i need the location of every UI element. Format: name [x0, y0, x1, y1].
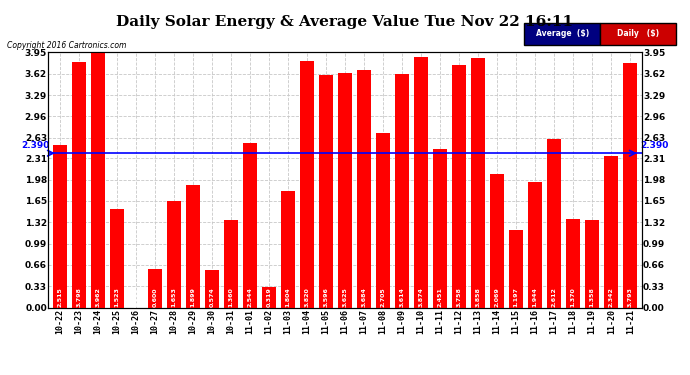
Text: 0.574: 0.574 [209, 287, 215, 307]
Text: 2.705: 2.705 [381, 287, 386, 307]
Bar [300, 61, 314, 308]
Bar [90, 52, 105, 308]
Bar [148, 269, 162, 308]
Bar [262, 287, 276, 308]
Text: 1.197: 1.197 [513, 287, 519, 307]
Bar [471, 58, 485, 308]
Text: 3.596: 3.596 [324, 287, 328, 307]
Text: 3.874: 3.874 [419, 287, 424, 307]
Text: 1.944: 1.944 [533, 287, 538, 307]
Text: 1.653: 1.653 [171, 287, 177, 307]
Text: 3.858: 3.858 [475, 287, 481, 307]
Text: 2.069: 2.069 [495, 287, 500, 307]
Bar [167, 201, 181, 308]
Bar [509, 230, 523, 308]
Bar [186, 185, 200, 308]
Text: 2.612: 2.612 [552, 287, 557, 307]
Bar [72, 62, 86, 308]
Bar [205, 270, 219, 308]
Bar [376, 133, 390, 308]
Text: Daily Solar Energy & Average Value Tue Nov 22 16:11: Daily Solar Energy & Average Value Tue N… [117, 15, 573, 29]
Text: 1.358: 1.358 [590, 287, 595, 307]
Text: 1.899: 1.899 [190, 287, 195, 307]
Bar [338, 74, 352, 308]
Bar [319, 75, 333, 308]
Text: 3.625: 3.625 [342, 287, 348, 307]
Text: 3.820: 3.820 [304, 287, 309, 307]
Bar [243, 143, 257, 308]
Bar [604, 156, 618, 308]
Text: 1.370: 1.370 [571, 287, 575, 307]
Text: 2.390: 2.390 [641, 141, 669, 150]
Text: 2.451: 2.451 [437, 287, 442, 307]
Text: 3.758: 3.758 [457, 287, 462, 307]
Text: 0.319: 0.319 [266, 287, 271, 307]
Bar [452, 65, 466, 308]
Text: 3.798: 3.798 [76, 287, 81, 307]
Text: 1.360: 1.360 [228, 287, 233, 307]
Text: 2.544: 2.544 [248, 287, 253, 307]
Text: Average  ($): Average ($) [535, 29, 589, 38]
Text: 3.684: 3.684 [362, 287, 366, 307]
FancyBboxPatch shape [524, 22, 600, 45]
Bar [623, 63, 638, 308]
Text: 1.804: 1.804 [286, 287, 290, 307]
Text: Daily   ($): Daily ($) [617, 29, 660, 38]
Bar [547, 139, 562, 308]
Bar [281, 191, 295, 308]
Text: 3.962: 3.962 [95, 287, 100, 307]
Text: 2.515: 2.515 [57, 287, 62, 307]
FancyBboxPatch shape [600, 22, 676, 45]
Text: 3.614: 3.614 [400, 287, 404, 307]
Bar [52, 145, 67, 308]
Bar [224, 220, 238, 308]
Text: 0.600: 0.600 [152, 287, 157, 307]
Bar [395, 74, 409, 307]
Bar [528, 182, 542, 308]
Text: 3.793: 3.793 [628, 287, 633, 307]
Bar [357, 70, 371, 308]
Text: 2.390: 2.390 [21, 141, 49, 150]
Bar [566, 219, 580, 308]
Bar [110, 209, 124, 308]
Text: 2.342: 2.342 [609, 287, 614, 307]
Bar [433, 149, 447, 308]
Bar [414, 57, 428, 308]
Text: 0.000: 0.000 [133, 288, 138, 307]
Bar [490, 174, 504, 308]
Bar [585, 220, 600, 308]
Text: Copyright 2016 Cartronics.com: Copyright 2016 Cartronics.com [7, 41, 126, 50]
Text: 1.523: 1.523 [115, 287, 119, 307]
